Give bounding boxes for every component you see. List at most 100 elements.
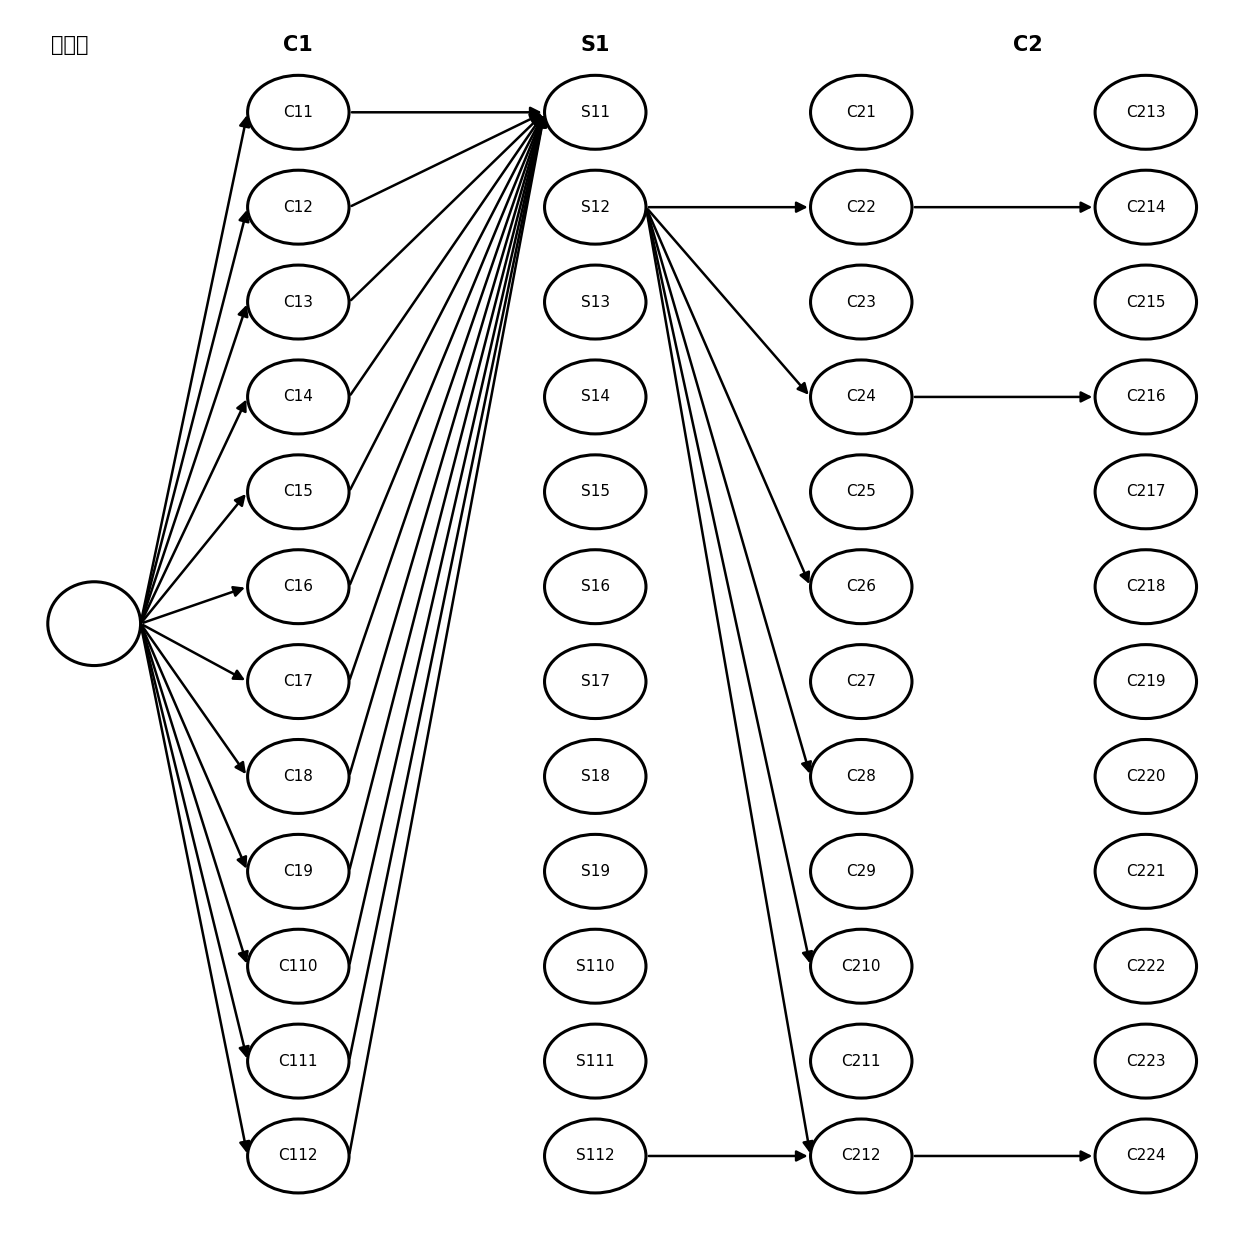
Ellipse shape [811,266,911,340]
Ellipse shape [544,170,646,245]
Text: C221: C221 [1126,863,1166,879]
Text: C110: C110 [279,958,319,973]
Text: C13: C13 [283,295,314,310]
Text: C1: C1 [284,35,314,54]
Ellipse shape [248,929,348,1003]
Text: S18: S18 [580,769,610,784]
Ellipse shape [1095,454,1197,529]
Ellipse shape [811,170,911,245]
Ellipse shape [811,550,911,624]
Text: C27: C27 [847,674,877,689]
Text: C212: C212 [842,1149,880,1163]
Text: C112: C112 [279,1149,319,1163]
Ellipse shape [248,1119,348,1193]
Ellipse shape [248,740,348,814]
Ellipse shape [544,740,646,814]
Text: C26: C26 [846,579,877,594]
Text: 输入层: 输入层 [51,35,88,54]
Ellipse shape [248,645,348,719]
Text: C2: C2 [1013,35,1043,54]
Ellipse shape [248,75,348,149]
Ellipse shape [1095,170,1197,245]
Text: C12: C12 [284,200,314,215]
Ellipse shape [248,1024,348,1098]
Ellipse shape [1095,929,1197,1003]
Ellipse shape [1095,1024,1197,1098]
Ellipse shape [1095,645,1197,719]
Text: S15: S15 [580,484,610,499]
Text: C214: C214 [1126,200,1166,215]
Text: C210: C210 [842,958,880,973]
Ellipse shape [811,454,911,529]
Ellipse shape [1095,266,1197,340]
Text: C18: C18 [284,769,314,784]
Ellipse shape [544,645,646,719]
Ellipse shape [1095,740,1197,814]
Text: C217: C217 [1126,484,1166,499]
Text: C21: C21 [847,105,877,120]
Text: C14: C14 [284,389,314,404]
Ellipse shape [248,454,348,529]
Text: C211: C211 [842,1053,880,1068]
Text: C24: C24 [847,389,877,404]
Text: C220: C220 [1126,769,1166,784]
Ellipse shape [811,1024,911,1098]
Ellipse shape [248,266,348,340]
Ellipse shape [544,550,646,624]
Text: S14: S14 [580,389,610,404]
Ellipse shape [1095,75,1197,149]
Text: C15: C15 [284,484,314,499]
Text: C219: C219 [1126,674,1166,689]
Text: C224: C224 [1126,1149,1166,1163]
Text: S111: S111 [575,1053,615,1068]
Text: C17: C17 [284,674,314,689]
Text: S13: S13 [580,295,610,310]
Text: C16: C16 [283,579,314,594]
Ellipse shape [811,645,911,719]
Text: S17: S17 [580,674,610,689]
Ellipse shape [544,929,646,1003]
Text: S112: S112 [575,1149,615,1163]
Ellipse shape [544,1119,646,1193]
Text: C213: C213 [1126,105,1166,120]
Text: C216: C216 [1126,389,1166,404]
Ellipse shape [811,75,911,149]
Text: S11: S11 [580,105,610,120]
Text: C215: C215 [1126,295,1166,310]
Ellipse shape [248,359,348,433]
Ellipse shape [544,75,646,149]
Ellipse shape [544,454,646,529]
Text: C28: C28 [847,769,877,784]
Text: C11: C11 [284,105,314,120]
Text: C22: C22 [847,200,877,215]
Ellipse shape [544,835,646,908]
Ellipse shape [248,170,348,245]
Text: S1: S1 [580,35,610,54]
Text: C19: C19 [283,863,314,879]
Text: C111: C111 [279,1053,319,1068]
Ellipse shape [1095,1119,1197,1193]
Text: C218: C218 [1126,579,1166,594]
Ellipse shape [1095,359,1197,433]
Ellipse shape [544,266,646,340]
Ellipse shape [811,359,911,433]
Ellipse shape [1095,835,1197,908]
Ellipse shape [248,835,348,908]
Ellipse shape [1095,550,1197,624]
Ellipse shape [811,929,911,1003]
Text: S110: S110 [575,958,615,973]
Ellipse shape [811,1119,911,1193]
Ellipse shape [811,740,911,814]
Ellipse shape [811,835,911,908]
Text: C222: C222 [1126,958,1166,973]
Ellipse shape [544,1024,646,1098]
Text: S16: S16 [580,579,610,594]
Ellipse shape [48,582,140,666]
Text: S19: S19 [580,863,610,879]
Text: C29: C29 [846,863,877,879]
Ellipse shape [544,359,646,433]
Text: S12: S12 [580,200,610,215]
Ellipse shape [248,550,348,624]
Text: C23: C23 [846,295,877,310]
Text: C223: C223 [1126,1053,1166,1068]
